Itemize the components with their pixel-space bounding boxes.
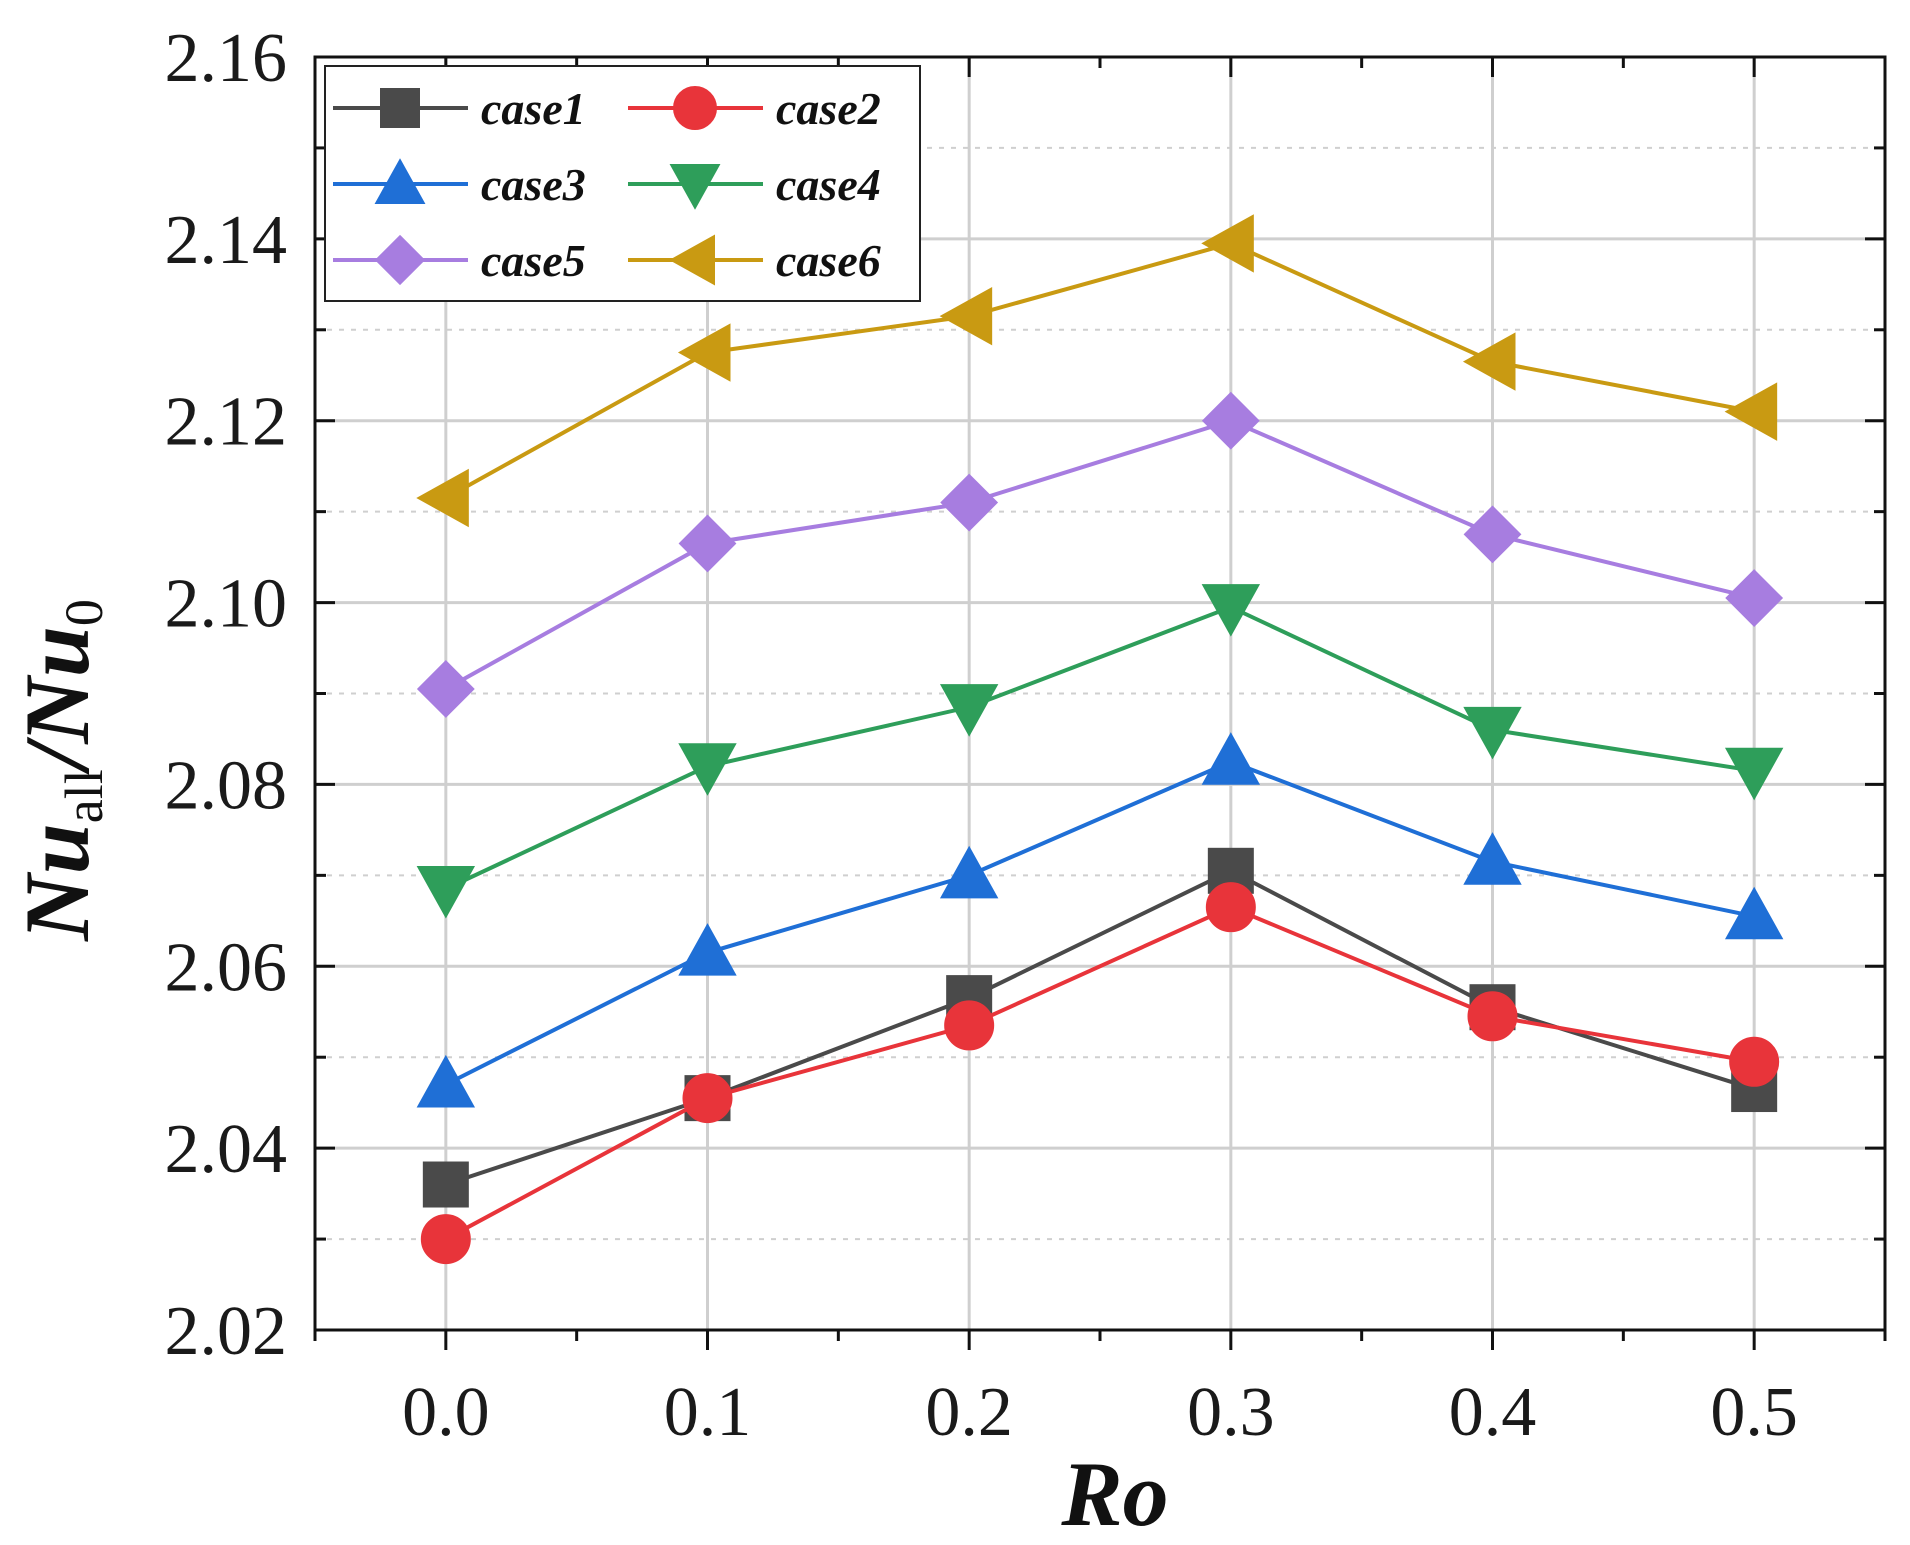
series-line-case1 — [445, 868, 1755, 1187]
data-point-case2 — [682, 1073, 733, 1124]
legend-marker-case5 — [374, 234, 426, 286]
legend-marker-case1 — [380, 88, 420, 128]
data-point-case4 — [416, 865, 476, 919]
ticks-layer: 2.02 2.04 2.06 2.08 2.10 2.12 2.14 2.16 0.0 0.1 0.… — [165, 20, 1887, 1451]
data-point-case3 — [1463, 832, 1522, 885]
x-tick-label: 0.2 — [925, 1374, 1013, 1451]
data-point-case3 — [939, 845, 999, 899]
x-tick-label: 0.5 — [1710, 1374, 1798, 1451]
data-point-case1 — [422, 1161, 469, 1208]
x-tick-label: 0.1 — [664, 1374, 752, 1451]
x-tick-label: 0.4 — [1449, 1374, 1537, 1451]
legend-marker-case4 — [669, 164, 721, 210]
legend-marker-case2 — [673, 86, 717, 130]
y-tick-label: 2.10 — [165, 566, 288, 643]
y-tick-label: 2.12 — [165, 384, 288, 461]
data-point-case4 — [1463, 706, 1522, 760]
data-point-case4 — [1724, 747, 1784, 801]
legend-marker-case6 — [669, 234, 715, 286]
data-point-case5 — [940, 473, 999, 532]
legend-label: case4 — [776, 159, 881, 210]
legend-item-case6: case6 — [628, 234, 881, 286]
y-tick-label: 2.16 — [165, 20, 288, 97]
data-point-case5 — [1463, 505, 1522, 564]
data-point-case4 — [939, 684, 999, 737]
series-line-case3 — [444, 759, 1755, 1087]
data-point-case3 — [416, 1054, 476, 1108]
legend-item-case2: case2 — [628, 83, 881, 134]
y-axis-title-sub1: all — [54, 769, 114, 823]
data-point-case5 — [416, 660, 475, 718]
y-axis-title-main: Nu — [6, 823, 108, 942]
series-case4 — [416, 584, 1784, 919]
legend-label: case3 — [481, 159, 586, 210]
legend: case1 case2 case3 case4 case5 case6 — [324, 65, 921, 302]
data-point-case2 — [1467, 991, 1518, 1042]
y-tick-label: 2.02 — [165, 1293, 288, 1370]
series-case2 — [420, 882, 1780, 1265]
data-point-case4 — [1201, 584, 1261, 637]
data-point-case6 — [1462, 332, 1516, 391]
legend-item-case5: case5 — [333, 234, 586, 286]
y-axis-title: Nuall/Nu0 — [6, 599, 114, 942]
series-case6 — [416, 214, 1778, 528]
data-point-case6 — [416, 468, 469, 528]
data-point-case6 — [1201, 214, 1254, 273]
legend-item-case3: case3 — [333, 158, 586, 210]
legend-marker-case3 — [374, 158, 426, 204]
data-point-case2 — [420, 1214, 471, 1265]
legend-item-case4: case4 — [628, 159, 881, 210]
series-line-case2 — [444, 905, 1755, 1241]
x-tick-label: 0.0 — [402, 1374, 490, 1451]
data-point-case6 — [677, 323, 731, 382]
data-point-case2 — [1205, 882, 1256, 933]
series-layer — [416, 214, 1784, 1265]
y-tick-label: 2.04 — [165, 1111, 288, 1188]
data-point-case3 — [678, 923, 737, 976]
data-point-case6 — [1724, 382, 1778, 441]
data-point-case5 — [1201, 391, 1260, 450]
data-point-case3 — [1724, 886, 1784, 940]
legend-item-case1: case1 — [333, 83, 586, 134]
series-case5 — [416, 391, 1784, 718]
x-axis-title: Ro — [1060, 1443, 1168, 1545]
series-line-case5 — [444, 418, 1755, 691]
data-point-case3 — [1201, 732, 1261, 785]
data-point-case2 — [944, 1000, 995, 1051]
series-case3 — [416, 732, 1784, 1108]
y-tick-label: 2.08 — [165, 747, 288, 824]
data-point-case4 — [678, 743, 737, 796]
series-line-case6 — [444, 241, 1755, 500]
legend-label: case1 — [481, 83, 586, 134]
y-tick-label: 2.14 — [165, 202, 288, 279]
series-line-case4 — [444, 604, 1755, 891]
data-point-case2 — [1729, 1036, 1780, 1087]
data-point-case6 — [939, 286, 993, 346]
data-point-case5 — [678, 514, 737, 573]
legend-label: case6 — [776, 235, 881, 286]
y-axis-title-sep: /Nu — [6, 626, 108, 775]
y-axis-title-sub2: 0 — [54, 599, 114, 626]
y-tick-label: 2.06 — [165, 929, 288, 1006]
legend-label: case5 — [481, 235, 586, 286]
data-point-case5 — [1725, 569, 1784, 627]
legend-label: case2 — [776, 83, 881, 134]
x-tick-label: 0.3 — [1187, 1374, 1275, 1451]
series-case1 — [422, 847, 1778, 1208]
